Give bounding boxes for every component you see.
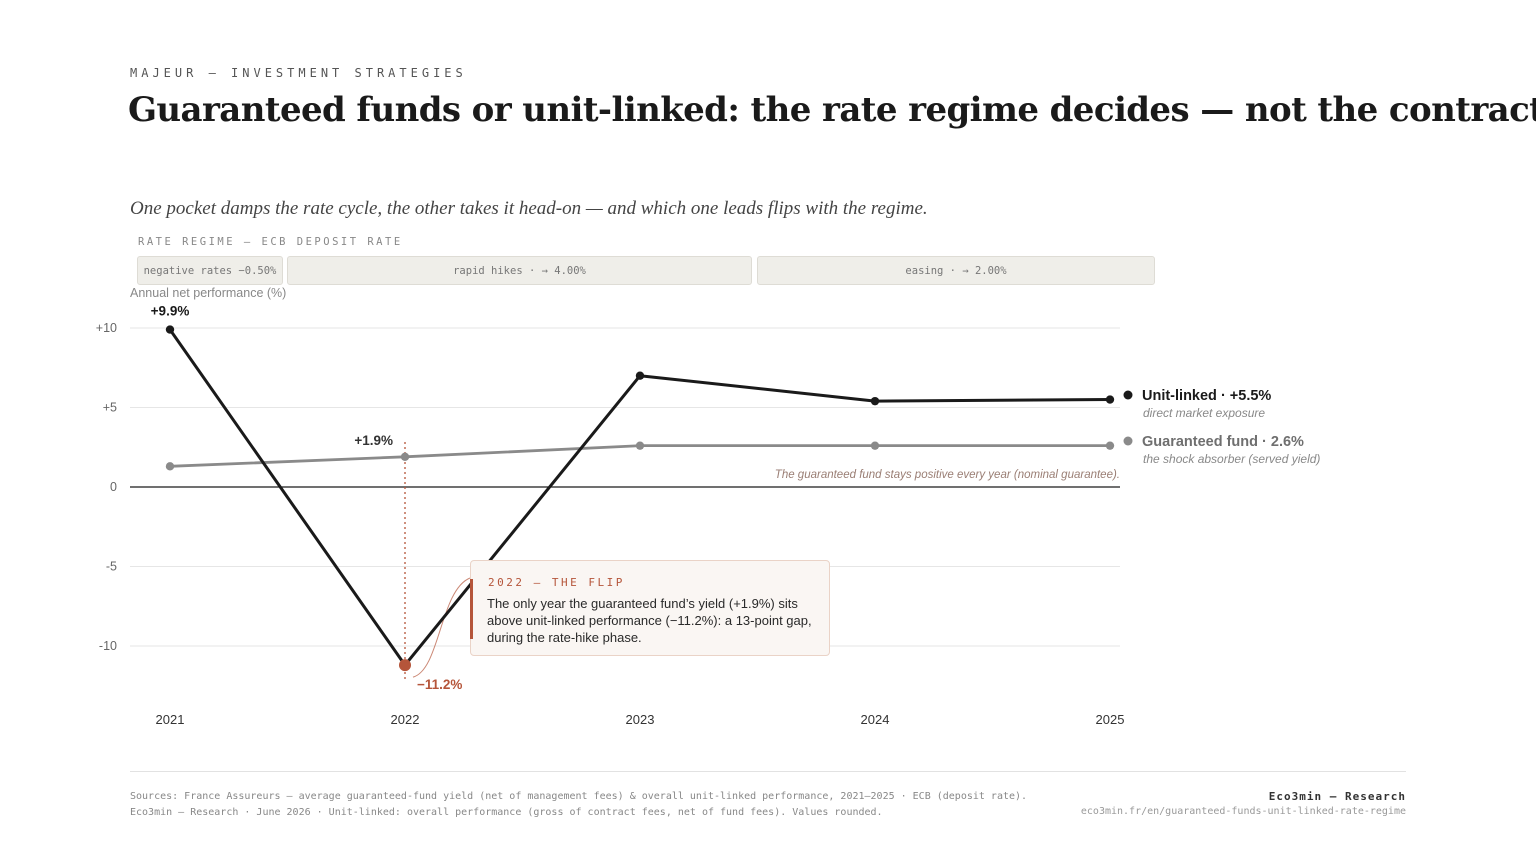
unit-linkedlegend-marker bbox=[1123, 390, 1133, 400]
guaranteed-funddata-point bbox=[635, 441, 645, 450]
y-tick-label: 0 bbox=[110, 480, 117, 494]
y-axis-title: Annual net performance (%) bbox=[130, 286, 287, 300]
phase-rapid-hikes: rapid hikes · → 4.00% bbox=[287, 256, 752, 285]
y-tick-label: -5 bbox=[106, 560, 117, 574]
article-url: eco3min.fr/en/guaranteed-funds-unit-link… bbox=[1080, 806, 1406, 817]
guaranteed-fundlegend-label: Guaranteed fund · 2.6% bbox=[1142, 434, 1304, 450]
y-tick-label: +10 bbox=[96, 321, 117, 335]
callout-heading: 2022 — THE FLIP bbox=[488, 576, 625, 589]
flip-callout: 2022 — THE FLIP The only year the guaran… bbox=[470, 560, 830, 656]
unit-linkeddata-point bbox=[399, 659, 411, 672]
y-tick-label: +5 bbox=[103, 401, 117, 415]
x-tick-label: 2023 bbox=[626, 712, 655, 727]
page-title: Guaranteed funds or unit-linked: the rat… bbox=[128, 90, 1536, 130]
data-label: +1.9% bbox=[354, 433, 393, 448]
unit-linkeddata-point bbox=[165, 325, 175, 334]
source-line-1: Sources: France Assureurs — average guar… bbox=[130, 791, 1028, 802]
guaranteed-fundlegend-marker bbox=[1123, 436, 1133, 446]
unit-linkeddata-point bbox=[1105, 395, 1115, 404]
x-tick-label: 2022 bbox=[391, 712, 420, 727]
guaranteed-funddata-point bbox=[400, 452, 410, 461]
footer-divider bbox=[130, 771, 1406, 772]
unit-linkeddata-point bbox=[635, 371, 645, 380]
data-label: −11.2% bbox=[417, 677, 462, 692]
guaranteed-fundlegend-sublabel: the shock absorber (served yield) bbox=[1143, 452, 1320, 466]
unit-linkedlegend-sublabel: direct market exposure bbox=[1143, 406, 1265, 420]
callout-connector bbox=[412, 577, 471, 678]
y-tick-label: -10 bbox=[99, 639, 117, 653]
unit-linkeddata-point bbox=[870, 396, 880, 406]
x-tick-label: 2024 bbox=[861, 712, 890, 727]
guaranteed-funddata-point bbox=[870, 441, 880, 450]
phase-negative-rates: negative rates −0.50% bbox=[137, 256, 283, 285]
guaranteed-funddata-point bbox=[1105, 441, 1115, 450]
brand-label: Eco3min — Research bbox=[1268, 790, 1406, 803]
page-subtitle: One pocket damps the rate cycle, the oth… bbox=[130, 198, 928, 219]
data-label: +9.9% bbox=[151, 304, 190, 319]
kicker: MAJEUR — INVESTMENT STRATEGIES bbox=[130, 66, 467, 80]
unit-linkedlegend-label: Unit-linked · +5.5% bbox=[1142, 388, 1271, 404]
x-tick-label: 2025 bbox=[1096, 712, 1125, 727]
callout-text: The only year the guaranteed fund’s yiel… bbox=[487, 596, 812, 645]
regime-label: RATE REGIME — ECB DEPOSIT RATE bbox=[138, 236, 403, 248]
callout-accent-bar bbox=[470, 579, 473, 639]
source-line-2: Eco3min — Research · June 2026 · Unit-li… bbox=[130, 807, 883, 818]
guarantee-annotation: The guaranteed fund stays positive every… bbox=[775, 469, 1120, 481]
x-tick-label: 2021 bbox=[156, 712, 185, 727]
guaranteed-funddata-point bbox=[165, 462, 175, 471]
phase-easing: easing · → 2.00% bbox=[757, 256, 1155, 285]
